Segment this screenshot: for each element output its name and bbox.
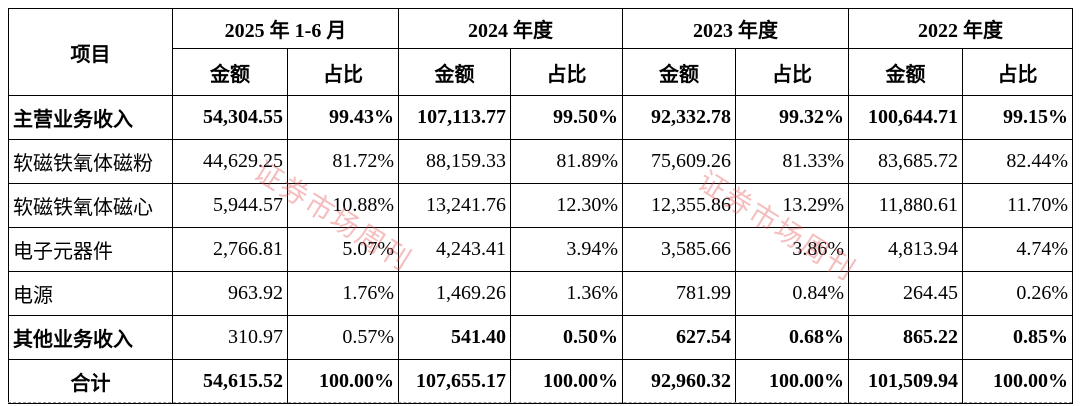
row-label: 电源 <box>8 271 173 316</box>
table-row: 软磁铁氧体磁心 5,944.57 10.88% 13,241.76 12.30% 12,3… <box>8 183 1074 228</box>
cell: 92,332.78 <box>622 95 737 140</box>
cell: 54,304.55 <box>172 95 288 140</box>
cell: 100.00% <box>286 359 400 404</box>
cell: 12.30% <box>510 183 624 228</box>
cell: 81.33% <box>735 139 850 184</box>
table-row: 软磁铁氧体磁粉 44,629.25 81.72% 88,159.33 81.89% 75,… <box>8 139 1074 184</box>
sub-header: 金额 <box>848 48 964 96</box>
cell: 310.97 <box>172 315 288 360</box>
cell: 107,113.77 <box>398 95 512 140</box>
cell: 264.45 <box>848 271 964 316</box>
cell: 100.00% <box>510 359 624 404</box>
period-header: 2023 年度 <box>622 8 850 49</box>
cell: 88,159.33 <box>398 139 512 184</box>
period-header: 2024 年度 <box>398 8 624 49</box>
cell: 4,243.41 <box>398 227 512 272</box>
cell: 963.92 <box>172 271 288 316</box>
cell: 54,615.52 <box>172 359 288 404</box>
cell: 4,813.94 <box>848 227 964 272</box>
cell: 81.72% <box>286 139 400 184</box>
cell: 99.15% <box>962 95 1074 140</box>
cell: 75,609.26 <box>622 139 737 184</box>
cell: 13.29% <box>735 183 850 228</box>
cell: 1.76% <box>286 271 400 316</box>
divider <box>8 402 1072 403</box>
cell: 4.74% <box>962 227 1074 272</box>
cell: 0.50% <box>510 315 624 360</box>
cell: 2,766.81 <box>172 227 288 272</box>
period-header: 2025 年 1-6 月 <box>171 8 400 49</box>
sub-header: 金额 <box>398 48 512 96</box>
cell: 101,509.94 <box>848 359 964 404</box>
revenue-table: 项目 2025 年 1-6 月 2024 年度 2023 年度 2022 年度 金额占… <box>8 8 1074 404</box>
cell: 0.85% <box>962 315 1074 360</box>
cell: 100.00% <box>735 359 850 404</box>
sub-header: 占比 <box>510 48 624 96</box>
cell: 13,241.76 <box>398 183 512 228</box>
row-label: 其他业务收入 <box>8 315 173 360</box>
table-row: 其他业务收入 310.97 0.57% 541.40 0.50% 627.54 0.68% 8… <box>8 315 1074 360</box>
cell: 12,355.86 <box>622 183 737 228</box>
table-row: 合计 54,615.52 100.00% 107,655.17 100.00% 92,96… <box>8 359 1074 404</box>
cell: 3,585.66 <box>622 227 737 272</box>
row-label: 电子元器件 <box>8 227 173 272</box>
sub-header: 占比 <box>286 48 400 96</box>
cell: 82.44% <box>962 139 1074 184</box>
cell: 5.07% <box>286 227 400 272</box>
table-row: 电子元器件 2,766.81 5.07% 4,243.41 3.94% 3,585.66 3… <box>8 227 1074 272</box>
sub-header: 占比 <box>735 48 850 96</box>
cell: 627.54 <box>622 315 737 360</box>
cell: 92,960.32 <box>622 359 737 404</box>
cell: 541.40 <box>398 315 512 360</box>
table-row: 主营业务收入 54,304.55 99.43% 107,113.77 99.50% 92,… <box>8 95 1074 140</box>
table-row: 电源 963.92 1.76% 1,469.26 1.36% 781.99 0.84% 264… <box>8 271 1074 316</box>
header-row: 金额 占比 金额 占比 金额 占比 金额 占比 <box>9 48 1074 96</box>
cell: 99.32% <box>735 95 850 140</box>
cell: 83,685.72 <box>848 139 964 184</box>
header-cell: 项目 <box>8 8 173 96</box>
cell: 99.50% <box>510 95 624 140</box>
cell: 0.26% <box>962 271 1074 316</box>
cell: 81.89% <box>510 139 624 184</box>
row-label: 软磁铁氧体磁粉 <box>8 139 173 184</box>
cell: 44,629.25 <box>172 139 288 184</box>
cell: 0.57% <box>286 315 400 360</box>
cell: 11,880.61 <box>848 183 964 228</box>
cell: 1.36% <box>510 271 624 316</box>
row-label: 主营业务收入 <box>8 95 173 140</box>
cell: 0.68% <box>735 315 850 360</box>
cell: 99.43% <box>286 95 400 140</box>
cell: 5,944.57 <box>172 183 288 228</box>
row-label: 软磁铁氧体磁心 <box>8 183 173 228</box>
row-label: 合计 <box>8 359 173 404</box>
cell: 865.22 <box>848 315 964 360</box>
cell: 11.70% <box>962 183 1074 228</box>
period-header: 2022 年度 <box>848 8 1074 49</box>
cell: 1,469.26 <box>398 271 512 316</box>
cell: 107,655.17 <box>398 359 512 404</box>
sub-header: 金额 <box>172 48 288 96</box>
cell: 781.99 <box>622 271 737 316</box>
cell: 0.84% <box>735 271 850 316</box>
cell: 3.86% <box>735 227 850 272</box>
cell: 10.88% <box>286 183 400 228</box>
cell: 100.00% <box>962 359 1074 404</box>
cell: 100,644.71 <box>848 95 964 140</box>
cell: 3.94% <box>510 227 624 272</box>
sub-header: 金额 <box>622 48 737 96</box>
table-body: 主营业务收入 54,304.55 99.43% 107,113.77 99.50% 92,… <box>8 95 1074 404</box>
header-row: 项目 2025 年 1-6 月 2024 年度 2023 年度 2022 年度 <box>8 8 1074 96</box>
sub-header: 占比 <box>962 48 1074 96</box>
